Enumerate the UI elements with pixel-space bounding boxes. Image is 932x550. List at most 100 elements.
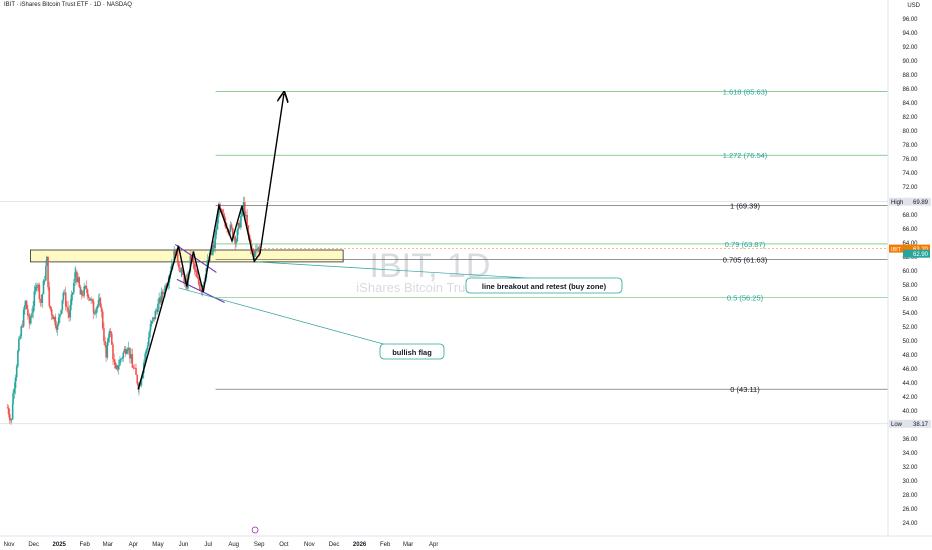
candle-body xyxy=(136,374,139,384)
y-tick-label: 64.00 xyxy=(902,241,918,247)
candle-body xyxy=(130,354,132,359)
y-tick-label: 78.00 xyxy=(902,143,918,149)
candle-body xyxy=(50,309,53,316)
candle-body xyxy=(24,300,27,306)
candle-body xyxy=(174,249,177,256)
candle-body xyxy=(92,300,95,312)
candle-body xyxy=(108,331,111,338)
x-tick-label: Oct xyxy=(279,542,289,548)
candle-body xyxy=(107,337,110,342)
candle-body xyxy=(83,286,85,296)
candle-body xyxy=(55,325,58,330)
candle-body xyxy=(145,349,148,354)
candle-body xyxy=(101,311,104,329)
low-price-tag-value: 38.17 xyxy=(913,422,929,428)
candle-body xyxy=(135,368,137,375)
candle-body xyxy=(176,248,179,262)
candle-body xyxy=(235,241,237,244)
candle-body xyxy=(256,248,258,251)
x-tick-label: Feb xyxy=(380,542,391,548)
candle-body xyxy=(6,407,9,409)
fib-label: 1.272 (76.54) xyxy=(723,151,768,160)
candle-body xyxy=(110,333,113,345)
candle-body xyxy=(53,316,55,320)
y-tick-label: 94.00 xyxy=(902,31,918,37)
breakout-label: line breakout and retest (buy zone) xyxy=(482,282,607,291)
candle-body xyxy=(60,309,62,315)
candle-body xyxy=(140,378,143,386)
candle-body xyxy=(193,263,196,270)
candle-body xyxy=(11,403,14,420)
candle-body xyxy=(56,324,59,330)
candle-body xyxy=(89,298,91,301)
projection-path xyxy=(137,94,284,390)
candle-body xyxy=(134,367,136,369)
candle-body xyxy=(236,229,239,242)
candle-body xyxy=(99,298,102,308)
low-price-tag-label: Low xyxy=(891,422,903,428)
ticker-tag-label: IBIT xyxy=(891,247,902,253)
candle-body xyxy=(149,323,152,331)
close-price-tag xyxy=(903,249,930,258)
candle-body xyxy=(48,300,51,307)
candle-body xyxy=(242,201,245,206)
x-axis: Nov Dec 2025 Feb Mar Apr May Jun Jul Aug Sep Oct Nov… xyxy=(0,526,932,548)
fib-label: 1 (69.39) xyxy=(730,201,761,210)
projection-zigzag xyxy=(137,94,284,390)
candle-body xyxy=(234,236,236,244)
candle-body xyxy=(258,247,261,254)
candle-body xyxy=(40,300,42,303)
y-tick-label: 92.00 xyxy=(902,45,918,51)
fib-label: 0.79 (63.87) xyxy=(725,240,766,249)
candle-body xyxy=(155,310,158,311)
candle-body xyxy=(12,392,14,404)
bullish-flag-pointer xyxy=(178,287,399,349)
candle-body xyxy=(96,305,99,309)
x-tick-label: Aug xyxy=(228,542,239,548)
x-tick-label: 2026 xyxy=(353,542,367,548)
y-tick-label: 62.00 xyxy=(902,255,918,261)
candle-body xyxy=(19,336,21,340)
high-price-tag-label: High xyxy=(891,200,903,206)
candle-body xyxy=(94,313,96,315)
candle-body xyxy=(229,224,232,233)
y-tick-label: 82.00 xyxy=(902,115,918,121)
candle-body xyxy=(223,215,226,223)
candle-body xyxy=(247,225,250,233)
ticker-tag xyxy=(889,244,903,253)
candle-body xyxy=(10,419,12,421)
candle-body xyxy=(150,321,153,324)
candle-body xyxy=(192,258,195,264)
candle-body xyxy=(119,359,121,366)
candle-body xyxy=(14,377,17,389)
candle-body xyxy=(154,310,157,320)
candle-body xyxy=(63,292,66,294)
candle-body xyxy=(29,317,32,324)
candle-body xyxy=(240,216,242,228)
candle-body xyxy=(59,314,61,318)
candle-body xyxy=(52,315,54,320)
candle-body xyxy=(127,347,130,350)
candle-body xyxy=(159,297,162,303)
candle-body xyxy=(61,300,64,310)
candle-body xyxy=(38,284,41,300)
y-axis: 24.0026.0028.0030.0032.0034.0036.0038.00… xyxy=(0,0,931,536)
candle-body xyxy=(112,344,114,360)
candle-body xyxy=(77,277,79,282)
candle-body xyxy=(10,419,13,421)
candle-body xyxy=(31,312,33,318)
x-tick-label: May xyxy=(152,542,163,548)
candle-body xyxy=(33,291,36,306)
candle-body xyxy=(71,292,74,295)
flag-line xyxy=(176,278,225,303)
candle-body xyxy=(68,312,70,318)
buy-zone-layer xyxy=(29,249,344,263)
candle-body xyxy=(95,308,97,314)
candle-body xyxy=(73,282,75,293)
candle-body xyxy=(78,277,81,287)
candle-body xyxy=(84,286,87,287)
fib-label: 0.5 (56.25) xyxy=(727,293,764,302)
candle-body xyxy=(206,260,209,269)
candle-body xyxy=(117,365,120,370)
